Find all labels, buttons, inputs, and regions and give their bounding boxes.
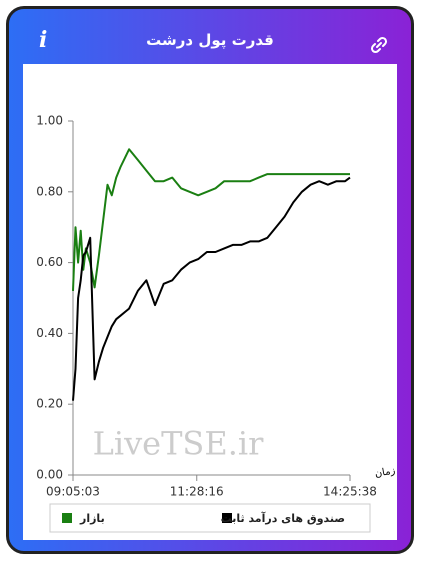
y-tick-label: 1.00 [36, 114, 63, 128]
link-icon[interactable] [370, 36, 388, 54]
legend [49, 503, 371, 533]
y-tick-label: 0.20 [36, 397, 63, 411]
legend-swatch [222, 513, 232, 523]
series-line [72, 148, 350, 291]
watermark: LiveTSE.ir [93, 425, 265, 463]
chart-area [23, 64, 397, 540]
legend-label: صندوق های درآمد ثابت [221, 511, 345, 525]
x-tick-label: 11:28:16 [170, 485, 224, 499]
legend-swatch [62, 513, 72, 523]
widget-card: i قدرت پول درشت [6, 6, 414, 554]
y-tick-label: 0.80 [36, 184, 63, 198]
x-tick-label: 09:05:03 [46, 485, 100, 499]
x-axis-label: زمان [374, 465, 396, 479]
info-icon[interactable]: i [39, 27, 48, 53]
widget-title: قدرت پول درشت [146, 31, 274, 49]
y-tick-label: 0.40 [36, 326, 63, 340]
x-tick-label: 14:25:38 [323, 485, 377, 499]
legend-label: بازار [79, 512, 105, 525]
y-tick-label: 0.00 [36, 468, 63, 482]
y-tick-label: 0.60 [36, 255, 63, 269]
series-line [72, 176, 351, 401]
